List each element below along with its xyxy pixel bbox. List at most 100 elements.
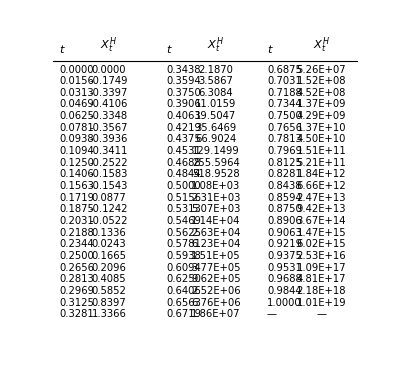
Text: 0.1719: 0.1719 [59, 193, 94, 203]
Text: 0.1094: 0.1094 [59, 146, 94, 156]
Text: 1.3366: 1.3366 [92, 309, 126, 319]
Text: 6.23E+04: 6.23E+04 [191, 239, 240, 249]
Text: 6.3084: 6.3084 [198, 88, 233, 98]
Text: 0.9844: 0.9844 [267, 286, 302, 296]
Text: -0.3411: -0.3411 [90, 146, 128, 156]
Text: 0.3438: 0.3438 [166, 65, 201, 75]
Text: 11.0159: 11.0159 [195, 100, 236, 110]
Text: 0.1406: 0.1406 [59, 169, 94, 179]
Text: 0.6406: 0.6406 [166, 286, 201, 296]
Text: 0.5313: 0.5313 [166, 205, 201, 214]
Text: 0.7656: 0.7656 [267, 123, 302, 133]
Text: 4.29E+09: 4.29E+09 [296, 111, 346, 121]
Text: 0.2096: 0.2096 [92, 263, 126, 273]
Text: 1.52E+08: 1.52E+08 [296, 76, 346, 86]
Text: 0.8281: 0.8281 [267, 169, 302, 179]
Text: 0.1875: 0.1875 [59, 205, 94, 214]
Text: 0.8594: 0.8594 [267, 193, 302, 203]
Text: -0.3936: -0.3936 [90, 134, 128, 144]
Text: 0.0781: 0.0781 [59, 123, 94, 133]
Text: 0.4688: 0.4688 [166, 158, 201, 168]
Text: -0.1749: -0.1749 [90, 76, 128, 86]
Text: 1.37E+09: 1.37E+09 [296, 100, 346, 110]
Text: 0.3750: 0.3750 [166, 88, 201, 98]
Text: 0.2031: 0.2031 [59, 216, 94, 226]
Text: 0.8125: 0.8125 [267, 158, 302, 168]
Text: $X_t^H$: $X_t^H$ [208, 36, 224, 56]
Text: 6.02E+15: 6.02E+15 [296, 239, 346, 249]
Text: 0.7969: 0.7969 [267, 146, 302, 156]
Text: -0.3397: -0.3397 [90, 88, 128, 98]
Text: —: — [316, 309, 326, 319]
Text: -0.4106: -0.4106 [90, 100, 128, 110]
Text: 0.0625: 0.0625 [59, 111, 94, 121]
Text: 0.0877: 0.0877 [92, 193, 126, 203]
Text: 0.8906: 0.8906 [267, 216, 302, 226]
Text: 0.3125: 0.3125 [59, 298, 94, 308]
Text: 0.5000: 0.5000 [166, 181, 201, 191]
Text: -0.2522: -0.2522 [90, 158, 128, 168]
Text: 5.21E+11: 5.21E+11 [296, 158, 346, 168]
Text: 4.50E+10: 4.50E+10 [296, 134, 346, 144]
Text: 3.67E+14: 3.67E+14 [296, 216, 346, 226]
Text: 1.01E+19: 1.01E+19 [296, 298, 346, 308]
Text: 0.7813: 0.7813 [267, 134, 302, 144]
Text: 0.2969: 0.2969 [59, 286, 94, 296]
Text: 2.31E+03: 2.31E+03 [191, 193, 240, 203]
Text: 0.2656: 0.2656 [59, 263, 94, 273]
Text: 1.37E+10: 1.37E+10 [296, 123, 346, 133]
Text: 0.5938: 0.5938 [166, 251, 201, 261]
Text: 6.76E+06: 6.76E+06 [191, 298, 241, 308]
Text: 0.0313: 0.0313 [59, 88, 94, 98]
Text: $X_t^H$: $X_t^H$ [100, 36, 117, 56]
Text: -0.3348: -0.3348 [90, 111, 128, 121]
Text: 0.2813: 0.2813 [59, 274, 94, 284]
Text: 0.9219: 0.9219 [267, 239, 302, 249]
Text: 1.51E+05: 1.51E+05 [191, 251, 241, 261]
Text: 0.0469: 0.0469 [59, 100, 94, 110]
Text: 0.7031: 0.7031 [267, 76, 302, 86]
Text: -0.1543: -0.1543 [90, 181, 128, 191]
Text: 0.2188: 0.2188 [59, 228, 94, 237]
Text: 255.5964: 255.5964 [192, 158, 240, 168]
Text: 0.6094: 0.6094 [166, 263, 201, 273]
Text: 1.51E+11: 1.51E+11 [296, 146, 346, 156]
Text: 0.4085: 0.4085 [92, 274, 126, 284]
Text: 0.8438: 0.8438 [267, 181, 302, 191]
Text: -0.1583: -0.1583 [90, 169, 128, 179]
Text: 0.3594: 0.3594 [166, 76, 201, 86]
Text: 0.6250: 0.6250 [166, 274, 201, 284]
Text: 4.52E+08: 4.52E+08 [296, 88, 346, 98]
Text: 0.6719: 0.6719 [166, 309, 201, 319]
Text: 1.0000: 1.0000 [267, 298, 302, 308]
Text: 5.07E+03: 5.07E+03 [191, 205, 240, 214]
Text: 2.47E+13: 2.47E+13 [296, 193, 346, 203]
Text: 0.0156: 0.0156 [59, 76, 94, 86]
Text: 0.8397: 0.8397 [92, 298, 126, 308]
Text: 0.4531: 0.4531 [166, 146, 201, 156]
Text: 0.0243: 0.0243 [92, 239, 126, 249]
Text: $X_t^H$: $X_t^H$ [313, 36, 330, 56]
Text: 0.9063: 0.9063 [267, 228, 302, 237]
Text: 5.26E+07: 5.26E+07 [296, 65, 346, 75]
Text: 3.77E+05: 3.77E+05 [191, 263, 241, 273]
Text: -0.3567: -0.3567 [90, 123, 128, 133]
Text: 0.5852: 0.5852 [92, 286, 126, 296]
Text: 0.5156: 0.5156 [166, 193, 201, 203]
Text: 35.6469: 35.6469 [195, 123, 236, 133]
Text: 0.7344: 0.7344 [267, 100, 302, 110]
Text: 0.3906: 0.3906 [166, 100, 201, 110]
Text: 0.3281: 0.3281 [59, 309, 94, 319]
Text: 2.18E+18: 2.18E+18 [296, 286, 346, 296]
Text: 4.81E+17: 4.81E+17 [296, 274, 346, 284]
Text: 0.5469: 0.5469 [166, 216, 201, 226]
Text: 0.1250: 0.1250 [59, 158, 94, 168]
Text: 19.5047: 19.5047 [195, 111, 236, 121]
Text: 0.4063: 0.4063 [166, 111, 201, 121]
Text: 129.1499: 129.1499 [192, 146, 240, 156]
Text: 0.1336: 0.1336 [92, 228, 126, 237]
Text: 0.4844: 0.4844 [166, 169, 201, 179]
Text: 1.14E+04: 1.14E+04 [191, 216, 240, 226]
Text: 0.0000: 0.0000 [59, 65, 94, 75]
Text: 0.8750: 0.8750 [267, 205, 302, 214]
